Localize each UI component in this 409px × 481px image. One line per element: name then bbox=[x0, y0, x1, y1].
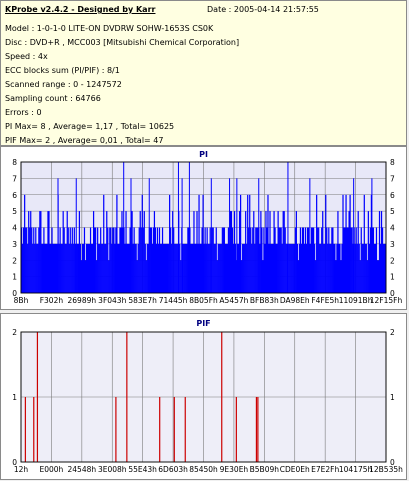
x-tick-label: 55E43h bbox=[128, 465, 157, 474]
pi-peak-bar bbox=[76, 178, 77, 293]
x-tick-label: 8Bh bbox=[14, 296, 29, 305]
pi-peak-bar bbox=[149, 178, 150, 293]
x-tick-label: DA98Eh bbox=[280, 296, 310, 305]
y-tick-label-right: 2 bbox=[390, 256, 395, 265]
pi-peak-bar bbox=[287, 162, 288, 293]
y-tick-label-right: 6 bbox=[390, 191, 395, 200]
pi-chart: PI0 01 12 23 34 45 56 67 78 88Bh F302h 26989h 3F043h… bbox=[1, 147, 408, 311]
x-tick-label: 11091Bh bbox=[339, 296, 373, 305]
y-tick-label-left: 8 bbox=[12, 158, 17, 167]
x-tick-label: 6D603h bbox=[158, 465, 188, 474]
x-tick-label: 12B535h bbox=[369, 465, 403, 474]
x-tick-label: F4FE5h bbox=[311, 296, 339, 305]
y-tick-label-left: 5 bbox=[12, 207, 17, 216]
x-tick-label: 24548h bbox=[68, 465, 97, 474]
pi-peak-bar bbox=[189, 162, 190, 293]
x-tick-label: BFB83h bbox=[250, 296, 279, 305]
y-tick-label-left: 1 bbox=[12, 393, 17, 402]
y-tick-label-right: 3 bbox=[390, 240, 395, 249]
pif-stats-line: PIF Max= 2 , Average= 0,01 , Total= 47 bbox=[5, 136, 163, 145]
y-tick-label-right: 2 bbox=[390, 328, 395, 337]
x-tick-label: 104175h bbox=[339, 465, 373, 474]
disc-line: Disc : DVD+R , MCC003 [Mitsubishi Chemic… bbox=[5, 38, 239, 47]
y-tick-label-right: 5 bbox=[390, 207, 395, 216]
scan-date: Date : 2005-04-14 21:57:55 bbox=[207, 5, 319, 14]
y-tick-label-left: 2 bbox=[12, 256, 17, 265]
y-tick-label-left: 3 bbox=[12, 240, 17, 249]
pi-peak-bar bbox=[309, 178, 310, 293]
pif-chart: PIF 0 0 1 1 2 2 12h E000h 24548h 3E008h 55E43h 6D603… bbox=[1, 314, 408, 481]
pif-chart-panel: PIF 0 0 1 1 2 2 12h E000h 24548h 3E008h 55E43h 6D603… bbox=[0, 313, 407, 480]
pi-peak-bar bbox=[371, 178, 372, 293]
pi-peak-bar bbox=[178, 162, 179, 293]
info-panel: KProbe v2.4.2 - Designed by Karr Date : … bbox=[0, 0, 407, 146]
pi-peak-bar bbox=[353, 178, 354, 293]
y-tick-label-left: 1 bbox=[12, 273, 17, 282]
y-tick-label-left: 7 bbox=[12, 174, 17, 183]
pi-peak-bar bbox=[58, 178, 59, 293]
x-tick-label: 8B05Fh bbox=[189, 296, 218, 305]
pi-peak-bar bbox=[182, 178, 183, 293]
pi-peak-bar bbox=[236, 178, 237, 293]
pi-peak-bar bbox=[229, 178, 230, 293]
x-tick-label: 583E7h bbox=[128, 296, 157, 305]
chart-title: PIF bbox=[196, 319, 210, 328]
y-tick-label-left: 6 bbox=[12, 191, 17, 200]
x-tick-label: A5457h bbox=[219, 296, 248, 305]
pi-peak-bar bbox=[123, 162, 124, 293]
app-title: KProbe v2.4.2 - Designed by Karr bbox=[5, 5, 155, 14]
speed-line: Speed : 4x bbox=[5, 52, 48, 61]
x-tick-label: 71445h bbox=[159, 296, 188, 305]
chart-title: PI bbox=[199, 150, 208, 159]
model-line: Model : 1-0-1-0 LITE-ON DVDRW SOHW-1653S… bbox=[5, 24, 213, 33]
y-tick-label-left: 2 bbox=[12, 328, 17, 337]
x-tick-label: 85450h bbox=[189, 465, 218, 474]
ecc-line: ECC blocks sum (PI/PIF) : 8/1 bbox=[5, 66, 120, 75]
pi-peak-bar bbox=[258, 178, 259, 293]
pi-peak-bar bbox=[211, 178, 212, 293]
range-line: Scanned range : 0 - 1247572 bbox=[5, 80, 122, 89]
x-tick-label: CDE0Eh bbox=[280, 465, 310, 474]
sampling-line: Sampling count : 64766 bbox=[5, 94, 101, 103]
y-tick-label-left: 4 bbox=[12, 224, 17, 233]
errors-line: Errors : 0 bbox=[5, 108, 42, 117]
x-tick-label: E7E2Fh bbox=[311, 465, 339, 474]
x-tick-label: 9E30Eh bbox=[220, 465, 249, 474]
y-tick-label-right: 1 bbox=[390, 273, 395, 282]
x-tick-label: B5B09h bbox=[250, 465, 280, 474]
x-tick-label: 3E008h bbox=[98, 465, 127, 474]
pi-stats-line: PI Max= 8 , Average= 1,17 , Total= 10625 bbox=[5, 122, 174, 131]
x-tick-label: F302h bbox=[40, 296, 64, 305]
x-tick-label: E000h bbox=[40, 465, 64, 474]
y-tick-label-right: 1 bbox=[390, 393, 395, 402]
y-tick-label-right: 8 bbox=[390, 158, 395, 167]
x-tick-label: 12h bbox=[14, 465, 29, 474]
x-tick-label: 26989h bbox=[68, 296, 97, 305]
x-tick-label: 3F043h bbox=[98, 296, 126, 305]
y-tick-label-right: 7 bbox=[390, 174, 395, 183]
x-tick-label: 12F15Fh bbox=[370, 296, 403, 305]
pi-peak-bar bbox=[131, 178, 132, 293]
y-tick-label-right: 4 bbox=[390, 224, 395, 233]
pi-chart-panel: PI 0 0 1 1 2 2 3 3 4 4 5 5 6 6 7 7 8 8 8Bh F302h 26989h 3F043h… bbox=[0, 146, 407, 310]
